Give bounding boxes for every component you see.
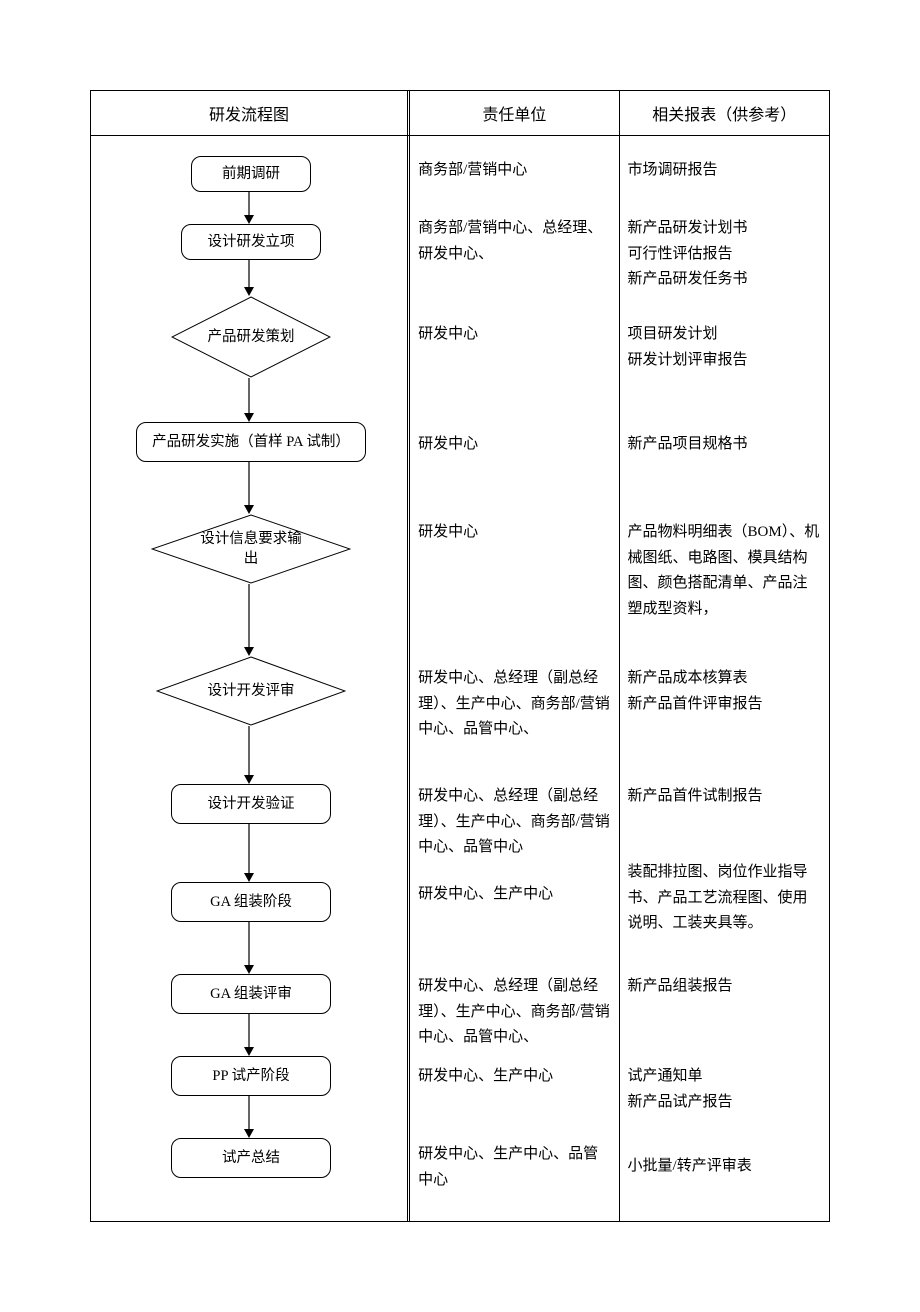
responsibility-text: 商务部/营销中心、总经理、研发中心、 [418,216,610,267]
responsibility-text: 研发中心 [418,322,610,348]
report-text: 新产品首件试制报告 [628,784,821,810]
report-text: 小批量/转产评审表 [628,1154,821,1180]
document-frame: 研发流程图 责任单位 相关报表（供参考） 前期调研设计研发立项产品研发策划产品研… [90,90,830,1222]
report-text: 产品物料明细表（BOM）、机械图纸、电路图、模具结构图、颜色搭配清单、产品注塑成… [628,520,821,622]
responsibility-column: 商务部/营销中心商务部/营销中心、总经理、研发中心、研发中心研发中心研发中心研发… [410,136,619,1221]
responsibility-text: 研发中心、总经理（副总经理）、生产中心、商务部/营销中心、品管中心、 [418,666,610,743]
report-text: 试产通知单 新产品试产报告 [628,1064,821,1115]
flow-arrow [240,1014,258,1056]
flow-node-n5: 设计信息要求输出 [151,514,351,584]
flow-arrow [240,726,258,784]
flow-node-n8: GA 组装阶段 [171,882,331,922]
table-header-row: 研发流程图 责任单位 相关报表（供参考） [91,91,829,136]
flow-node-n10: PP 试产阶段 [171,1056,331,1096]
report-text: 市场调研报告 [628,158,821,184]
flow-arrow [240,824,258,882]
flowchart-column: 前期调研设计研发立项产品研发策划产品研发实施（首样 PA 试制） 设计信息要求输出… [91,136,410,1221]
responsibility-text: 研发中心、总经理（副总经理）、生产中心、商务部/营销中心、品管中心 [418,784,610,861]
flow-node-n9: GA 组装评审 [171,974,331,1014]
responsibility-text: 研发中心、生产中心 [418,882,610,908]
flow-node-n11: 试产总结 [171,1138,331,1178]
flow-arrow [240,462,258,514]
flow-node-n1: 前期调研 [191,156,311,192]
header-flow: 研发流程图 [91,91,410,135]
flow-arrow [240,584,258,656]
header-responsibility: 责任单位 [410,91,619,135]
flow-arrow [240,260,258,296]
responsibility-text: 研发中心、生产中心 [418,1064,610,1090]
flow-node-n3: 产品研发策划 [171,296,331,378]
report-text: 新产品项目规格书 [628,432,821,458]
responsibility-text: 研发中心、生产中心、品管中心 [418,1142,610,1193]
responsibility-text: 研发中心 [418,520,610,546]
report-text: 项目研发计划 研发计划评审报告 [628,322,821,373]
report-text: 新产品组装报告 [628,974,821,1000]
responsibility-text: 研发中心 [418,432,610,458]
flow-arrow [240,1096,258,1138]
flow-node-n2: 设计研发立项 [181,224,321,260]
report-text: 新产品研发计划书 可行性评估报告 新产品研发任务书 [628,216,821,293]
responsibility-text: 研发中心、总经理（副总经理）、生产中心、商务部/营销中心、品管中心、 [418,974,610,1051]
responsibility-text: 商务部/营销中心 [418,158,610,184]
flow-node-n7: 设计开发验证 [171,784,331,824]
flow-arrow [240,922,258,974]
reports-column: 市场调研报告新产品研发计划书 可行性评估报告 新产品研发任务书项目研发计划 研发… [620,136,829,1221]
report-text: 装配排拉图、岗位作业指导书、产品工艺流程图、使用说明、工装夹具等。 [628,860,821,937]
flow-arrow [240,378,258,422]
flow-node-n4: 产品研发实施（首样 PA 试制） [136,422,366,462]
flow-arrow [240,192,258,224]
table-body-row: 前期调研设计研发立项产品研发策划产品研发实施（首样 PA 试制） 设计信息要求输出… [91,136,829,1221]
header-reports: 相关报表（供参考） [620,91,829,135]
report-text: 新产品成本核算表 新产品首件评审报告 [628,666,821,717]
flow-node-n6: 设计开发评审 [156,656,346,726]
